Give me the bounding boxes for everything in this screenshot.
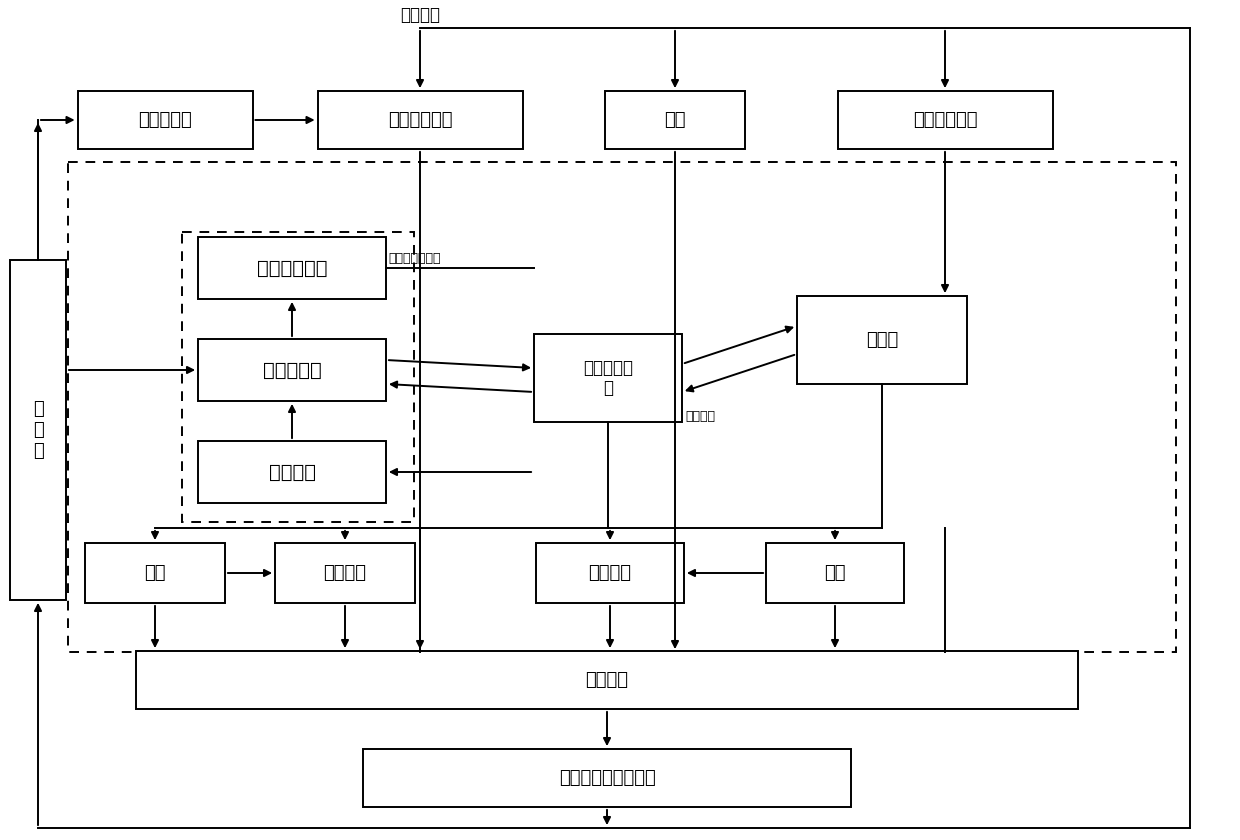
Text: 环境: 环境 xyxy=(665,111,686,129)
FancyBboxPatch shape xyxy=(86,543,224,603)
Text: 直升机动态平衡方程: 直升机动态平衡方程 xyxy=(559,769,656,787)
Text: 发动机控制器: 发动机控制器 xyxy=(257,259,327,277)
FancyBboxPatch shape xyxy=(363,749,851,807)
FancyBboxPatch shape xyxy=(77,91,253,149)
FancyBboxPatch shape xyxy=(605,91,745,149)
Text: 速度和加速度: 速度和加速度 xyxy=(913,111,977,129)
Text: 供油系统: 供油系统 xyxy=(269,463,315,481)
FancyBboxPatch shape xyxy=(536,543,684,603)
Text: 尾桨: 尾桨 xyxy=(825,564,846,582)
FancyBboxPatch shape xyxy=(136,651,1078,709)
FancyBboxPatch shape xyxy=(837,91,1053,149)
FancyBboxPatch shape xyxy=(10,260,66,600)
Text: 涡轴发动机: 涡轴发动机 xyxy=(263,360,321,380)
Text: 命令处理程序: 命令处理程序 xyxy=(388,111,453,129)
Text: 传
感
器: 传 感 器 xyxy=(32,400,43,459)
FancyBboxPatch shape xyxy=(766,543,904,603)
Text: 机身: 机身 xyxy=(144,564,166,582)
Text: 总距和力: 总距和力 xyxy=(585,671,629,689)
Text: 水平尾翼: 水平尾翼 xyxy=(324,564,367,582)
Text: 转速和角加速度: 转速和角加速度 xyxy=(388,252,440,265)
FancyBboxPatch shape xyxy=(198,237,386,299)
Text: 垂直尾翼: 垂直尾翼 xyxy=(589,564,631,582)
Text: 主旋翼: 主旋翼 xyxy=(866,331,898,349)
Text: 飞行命令: 飞行命令 xyxy=(401,6,440,24)
FancyBboxPatch shape xyxy=(198,441,386,503)
Text: 需求扭矩: 需求扭矩 xyxy=(684,410,715,423)
FancyBboxPatch shape xyxy=(198,339,386,401)
FancyBboxPatch shape xyxy=(275,543,415,603)
Text: 飞行控制器: 飞行控制器 xyxy=(138,111,192,129)
FancyBboxPatch shape xyxy=(534,334,682,422)
FancyBboxPatch shape xyxy=(317,91,522,149)
FancyBboxPatch shape xyxy=(797,296,967,384)
Text: 传输和离合
器: 传输和离合 器 xyxy=(583,359,632,397)
